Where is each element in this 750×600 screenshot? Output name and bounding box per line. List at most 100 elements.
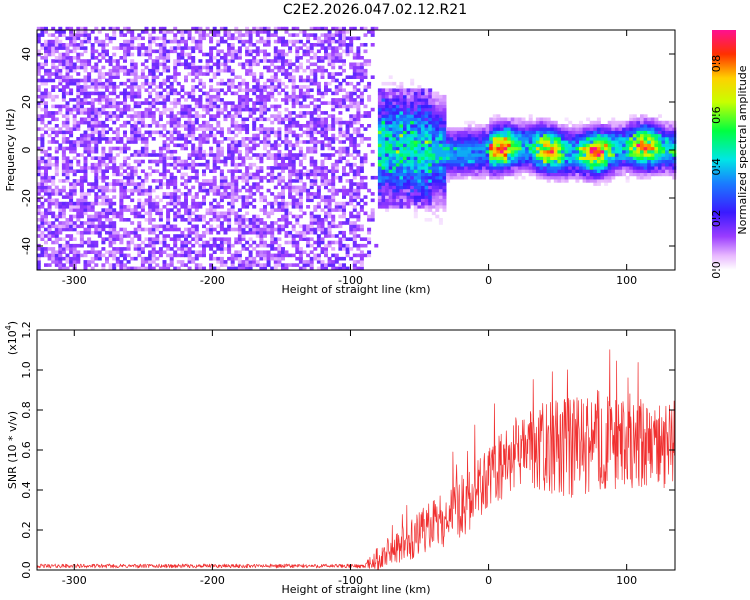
spectrogram-cell bbox=[392, 159, 397, 164]
spectrogram-cell bbox=[327, 208, 332, 212]
spectrogram-cell bbox=[263, 211, 267, 216]
spectrogram-cell bbox=[399, 153, 404, 157]
spectrogram-cell bbox=[266, 156, 271, 160]
spectrogram-cell bbox=[212, 214, 217, 219]
spectrogram-cell bbox=[446, 143, 451, 148]
spectrogram-cell bbox=[61, 188, 66, 193]
spectrogram-cell bbox=[162, 172, 167, 177]
spectrogram-cell bbox=[148, 198, 153, 203]
spectrogram-cell bbox=[162, 159, 167, 164]
spectrogram-cell bbox=[403, 107, 407, 112]
spectrogram-cell bbox=[298, 127, 303, 131]
spectrogram-cell bbox=[359, 124, 364, 128]
spectrogram-cell bbox=[338, 214, 343, 219]
spectrogram-cell bbox=[158, 85, 163, 89]
spectrogram-cell bbox=[151, 224, 156, 229]
spectrogram-cell bbox=[288, 153, 293, 157]
spectrogram-cell bbox=[90, 111, 95, 115]
spectrogram-cell bbox=[327, 201, 332, 206]
spectrogram-cell bbox=[137, 94, 142, 99]
spectrogram-cell bbox=[284, 218, 289, 222]
spectrogram-cell bbox=[94, 149, 99, 154]
spectrogram-cell bbox=[79, 26, 84, 31]
spectrogram-cell bbox=[126, 78, 131, 83]
spectrogram-cell bbox=[284, 133, 289, 138]
spectrogram-cell bbox=[94, 39, 99, 44]
spectrogram-cell bbox=[237, 256, 242, 261]
spectrogram-cell bbox=[338, 101, 343, 105]
spectrogram-cell bbox=[352, 130, 357, 135]
spectrogram-cell bbox=[352, 198, 357, 203]
spectrogram-cell bbox=[277, 68, 282, 73]
spectrogram-cell bbox=[76, 30, 81, 34]
spectrogram-cell bbox=[198, 59, 203, 63]
spectrogram-cell bbox=[83, 205, 88, 209]
spectrogram-cell bbox=[112, 85, 117, 89]
spectrogram-cell bbox=[58, 75, 63, 79]
spectrogram-cell bbox=[367, 59, 372, 63]
spectrogram-cell bbox=[173, 243, 178, 248]
spectrogram-cell bbox=[431, 120, 436, 125]
spectrogram-cell bbox=[105, 153, 109, 157]
spectrogram-cell bbox=[273, 221, 278, 225]
spectrogram-cell bbox=[58, 250, 63, 254]
spectrogram-cell bbox=[191, 130, 196, 135]
spectrogram-cell bbox=[148, 94, 153, 99]
spectrogram-cell bbox=[191, 149, 196, 154]
spectrogram-cell bbox=[255, 26, 260, 31]
spectrogram-cell bbox=[223, 26, 228, 31]
spectrogram-cell bbox=[316, 256, 321, 261]
spectrogram-cell bbox=[399, 156, 404, 160]
spectrogram-cell bbox=[83, 75, 88, 79]
spectrogram-cell bbox=[252, 192, 257, 196]
spectrogram-cell bbox=[205, 33, 210, 37]
spectrogram-cell bbox=[76, 218, 81, 222]
spectrogram-cell bbox=[148, 188, 153, 193]
spectrogram-cell bbox=[137, 185, 142, 190]
spectrogram-cell bbox=[76, 124, 81, 128]
spectrogram-cell bbox=[428, 166, 433, 170]
spectrogram-cell bbox=[205, 153, 210, 157]
spectrogram-cell bbox=[87, 78, 92, 83]
spectrogram-cell bbox=[324, 120, 328, 125]
spectrogram-cell bbox=[403, 185, 407, 190]
spectrogram-cell bbox=[97, 175, 102, 180]
spectrogram-cell bbox=[428, 140, 433, 144]
spectrogram-cell bbox=[453, 143, 458, 148]
spectrogram-cell bbox=[79, 221, 84, 225]
spectrogram-cell bbox=[173, 195, 178, 199]
spectrogram-cell bbox=[324, 137, 328, 141]
spectrogram-cell bbox=[162, 88, 167, 92]
spectrogram-cell bbox=[306, 172, 311, 177]
spectrogram-cell bbox=[187, 94, 192, 99]
spectrogram-cell bbox=[108, 234, 113, 238]
spectrogram-cell bbox=[140, 247, 145, 251]
spectrogram-cell bbox=[191, 62, 196, 67]
spectrogram-cell bbox=[410, 192, 415, 196]
spectrogram-cell bbox=[234, 185, 239, 190]
spectrogram-cell bbox=[281, 214, 285, 219]
spectrogram-cell bbox=[245, 130, 250, 135]
spectrogram-cell bbox=[352, 234, 357, 238]
spectrogram-cell bbox=[72, 221, 77, 225]
spectrogram-cell bbox=[230, 72, 235, 76]
spectrogram-cell bbox=[403, 179, 407, 183]
spectrogram-cell bbox=[277, 111, 282, 115]
spectrogram-cell bbox=[284, 140, 289, 144]
spectrogram-cell bbox=[209, 46, 214, 50]
spectrogram-cell bbox=[295, 185, 300, 190]
spectrogram-cell bbox=[40, 234, 45, 238]
spectrogram-cell bbox=[428, 192, 433, 196]
spectrogram-cell bbox=[176, 253, 181, 258]
spectrogram-cell bbox=[205, 182, 210, 186]
spectrogram-cell bbox=[169, 133, 174, 138]
spectrogram-cell bbox=[36, 33, 41, 37]
spectrogram-cell bbox=[162, 62, 167, 67]
spectrogram-cell bbox=[101, 179, 106, 183]
spectrogram-cell bbox=[424, 101, 429, 105]
spectrogram-cell bbox=[112, 227, 117, 232]
spectrogram-cell bbox=[237, 153, 242, 157]
spectrogram-cell bbox=[320, 266, 325, 271]
spectrogram-cell bbox=[202, 266, 206, 271]
spectrogram-cell bbox=[209, 224, 214, 229]
